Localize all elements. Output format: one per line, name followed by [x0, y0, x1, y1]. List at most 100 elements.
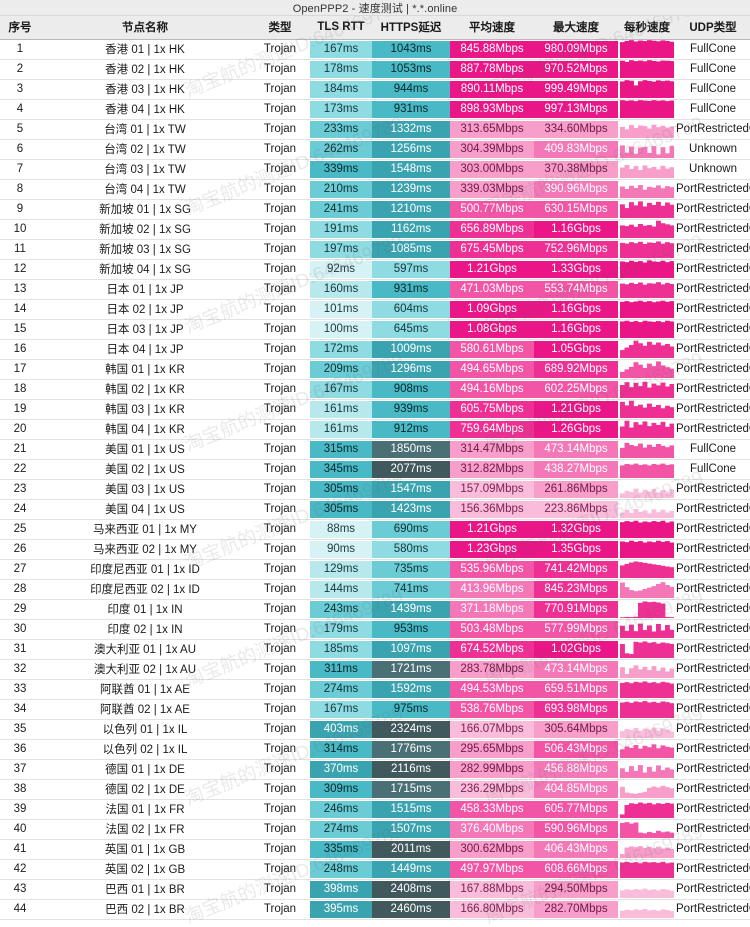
cell-tls-rtt: 178ms	[310, 59, 372, 80]
table-row[interactable]: 9 新加坡 01 | 1x SG Trojan 241ms 1210ms 500.77Mb…	[0, 199, 750, 220]
table-row[interactable]: 25 马来西亚 01 | 1x MY Trojan 88ms 690ms 1.21Gbps…	[0, 519, 750, 540]
cell-node-name: 法国 01 | 1x FR	[40, 799, 250, 820]
cell-avg-speed: 845.88Mbps	[450, 39, 534, 60]
table-row[interactable]: 35 以色列 01 | 1x IL Trojan 403ms 2324ms 166.07M…	[0, 719, 750, 740]
column-header-avg[interactable]: 平均速度	[450, 16, 534, 40]
table-row[interactable]: 41 英国 01 | 1x GB Trojan 335ms 2011ms 300.62Mb…	[0, 839, 750, 860]
column-header-rtt[interactable]: TLS RTT	[310, 16, 372, 40]
cell-udp-type: PortRestrictedCone	[676, 299, 750, 320]
table-row[interactable]: 10 新加坡 02 | 1x SG Trojan 191ms 1162ms 656.89M…	[0, 219, 750, 240]
column-header-max[interactable]: 最大速度	[534, 16, 618, 40]
table-row[interactable]: 33 阿联酋 01 | 1x AE Trojan 274ms 1592ms 494.53M…	[0, 679, 750, 700]
avg-speed-value: 759.64Mbps	[450, 420, 534, 438]
table-row[interactable]: 14 日本 02 | 1x JP Trojan 101ms 604ms 1.09Gbps 1…	[0, 299, 750, 320]
cell-protocol-type: Trojan	[250, 879, 310, 900]
cell-node-name: 新加坡 01 | 1x SG	[40, 199, 250, 220]
cell-avg-speed: 471.03Mbps	[450, 279, 534, 300]
tls-rtt-value: 185ms	[310, 640, 372, 658]
cell-index: 13	[0, 279, 40, 300]
table-row[interactable]: 28 印度尼西亚 02 | 1x ID Trojan 144ms 741ms 413.96…	[0, 579, 750, 600]
cell-index: 28	[0, 579, 40, 600]
table-row[interactable]: 20 韩国 04 | 1x KR Trojan 161ms 912ms 759.64Mbp…	[0, 419, 750, 440]
avg-speed-value: 503.48Mbps	[450, 620, 534, 638]
cell-udp-type: PortRestrictedCone	[676, 799, 750, 820]
table-row[interactable]: 24 美国 04 | 1x US Trojan 305ms 1423ms 156.36Mb…	[0, 499, 750, 520]
table-row[interactable]: 26 马来西亚 02 | 1x MY Trojan 90ms 580ms 1.23Gbps…	[0, 539, 750, 560]
table-row[interactable]: 39 法国 01 | 1x FR Trojan 246ms 1515ms 458.33Mb…	[0, 799, 750, 820]
table-row[interactable]: 6 台湾 02 | 1x TW Trojan 262ms 1256ms 304.39Mbp…	[0, 139, 750, 160]
max-speed-value: 608.66Mbps	[534, 860, 618, 878]
table-row[interactable]: 42 英国 02 | 1x GB Trojan 248ms 1449ms 497.97Mb…	[0, 859, 750, 880]
table-row[interactable]: 17 韩国 01 | 1x KR Trojan 209ms 1296ms 494.65Mb…	[0, 359, 750, 380]
table-row[interactable]: 43 巴西 01 | 1x BR Trojan 398ms 2408ms 167.88Mb…	[0, 879, 750, 900]
table-row[interactable]: 8 台湾 04 | 1x TW Trojan 210ms 1239ms 339.03Mbp…	[0, 179, 750, 200]
cell-max-speed: 438.27Mbps	[534, 459, 618, 480]
table-row[interactable]: 18 韩国 02 | 1x KR Trojan 167ms 908ms 494.16Mbp…	[0, 379, 750, 400]
table-row[interactable]: 37 德国 01 | 1x DE Trojan 370ms 2116ms 282.99Mb…	[0, 759, 750, 780]
sparkline-chart	[620, 240, 674, 258]
cell-https-latency: 1439ms	[372, 599, 450, 620]
avg-speed-value: 580.61Mbps	[450, 340, 534, 358]
table-row[interactable]: 16 日本 04 | 1x JP Trojan 172ms 1009ms 580.61Mb…	[0, 339, 750, 360]
table-row[interactable]: 3 香港 03 | 1x HK Trojan 184ms 944ms 890.11Mbps…	[0, 79, 750, 100]
table-row[interactable]: 29 印度 01 | 1x IN Trojan 243ms 1439ms 371.18Mb…	[0, 599, 750, 620]
cell-protocol-type: Trojan	[250, 339, 310, 360]
cell-max-speed: 404.85Mbps	[534, 779, 618, 800]
table-row[interactable]: 19 韩国 03 | 1x KR Trojan 161ms 939ms 605.75Mbp…	[0, 399, 750, 420]
table-row[interactable]: 4 香港 04 | 1x HK Trojan 173ms 931ms 898.93Mbps…	[0, 99, 750, 120]
cell-per-second-sparkline	[618, 119, 676, 140]
table-row[interactable]: 21 美国 01 | 1x US Trojan 315ms 1850ms 314.47Mb…	[0, 439, 750, 460]
cell-protocol-type: Trojan	[250, 859, 310, 880]
table-row[interactable]: 36 以色列 02 | 1x IL Trojan 314ms 1776ms 295.65M…	[0, 739, 750, 760]
table-row[interactable]: 30 印度 02 | 1x IN Trojan 179ms 953ms 503.48Mbp…	[0, 619, 750, 640]
cell-tls-rtt: 403ms	[310, 719, 372, 740]
avg-speed-value: 887.78Mbps	[450, 60, 534, 78]
max-speed-value: 1.21Gbps	[534, 400, 618, 418]
table-row[interactable]: 13 日本 01 | 1x JP Trojan 160ms 931ms 471.03Mbp…	[0, 279, 750, 300]
table-row[interactable]: 1 香港 01 | 1x HK Trojan 167ms 1043ms 845.88Mbp…	[0, 39, 750, 60]
cell-per-second-sparkline	[618, 579, 676, 600]
table-row[interactable]: 32 澳大利亚 02 | 1x AU Trojan 311ms 1721ms 283.78…	[0, 659, 750, 680]
column-header-http[interactable]: HTTPS延迟	[372, 16, 450, 40]
column-header-type[interactable]: 类型	[250, 16, 310, 40]
column-header-idx[interactable]: 序号	[0, 16, 40, 40]
column-header-name[interactable]: 节点名称	[40, 16, 250, 40]
cell-node-name: 台湾 03 | 1x TW	[40, 159, 250, 180]
table-row[interactable]: 31 澳大利亚 01 | 1x AU Trojan 185ms 1097ms 674.52…	[0, 639, 750, 660]
cell-https-latency: 1210ms	[372, 199, 450, 220]
column-header-udp[interactable]: UDP类型	[676, 16, 750, 40]
column-header-spark[interactable]: 每秒速度	[618, 16, 676, 40]
table-row[interactable]: 12 新加坡 04 | 1x SG Trojan 92ms 597ms 1.21Gbps 1…	[0, 259, 750, 280]
table-row[interactable]: 5 台湾 01 | 1x TW Trojan 233ms 1332ms 313.65Mbp…	[0, 119, 750, 140]
cell-index: 26	[0, 539, 40, 560]
cell-node-name: 巴西 01 | 1x BR	[40, 879, 250, 900]
https-latency-value: 1332ms	[372, 120, 450, 138]
table-row[interactable]: 2 香港 02 | 1x HK Trojan 178ms 1053ms 887.78Mbp…	[0, 59, 750, 80]
table-row[interactable]: 15 日本 03 | 1x JP Trojan 100ms 645ms 1.08Gbps 1…	[0, 319, 750, 340]
table-row[interactable]: 27 印度尼西亚 01 | 1x ID Trojan 129ms 735ms 535.96…	[0, 559, 750, 580]
cell-tls-rtt: 335ms	[310, 839, 372, 860]
table-row[interactable]: 22 美国 02 | 1x US Trojan 345ms 2077ms 312.82Mb…	[0, 459, 750, 480]
cell-udp-type: PortRestrictedCone	[676, 639, 750, 660]
tls-rtt-value: 314ms	[310, 740, 372, 758]
cell-max-speed: 334.60Mbps	[534, 119, 618, 140]
table-row[interactable]: 40 法国 02 | 1x FR Trojan 274ms 1507ms 376.40Mb…	[0, 819, 750, 840]
table-row[interactable]: 7 台湾 03 | 1x TW Trojan 339ms 1548ms 303.00Mbp…	[0, 159, 750, 180]
cell-https-latency: 939ms	[372, 399, 450, 420]
table-row[interactable]: 38 德国 02 | 1x DE Trojan 309ms 1715ms 236.29Mb…	[0, 779, 750, 800]
sparkline-chart	[620, 720, 674, 738]
table-row[interactable]: 34 阿联酋 02 | 1x AE Trojan 167ms 975ms 538.76Mb…	[0, 699, 750, 720]
cell-https-latency: 1423ms	[372, 499, 450, 520]
table-row[interactable]: 23 美国 03 | 1x US Trojan 305ms 1547ms 157.09Mb…	[0, 479, 750, 500]
table-row[interactable]: 44 巴西 02 | 1x BR Trojan 395ms 2460ms 166.80Mb…	[0, 899, 750, 920]
cell-index: 6	[0, 139, 40, 160]
cell-protocol-type: Trojan	[250, 599, 310, 620]
cell-tls-rtt: 311ms	[310, 659, 372, 680]
cell-tls-rtt: 248ms	[310, 859, 372, 880]
cell-https-latency: 741ms	[372, 579, 450, 600]
cell-tls-rtt: 262ms	[310, 139, 372, 160]
cell-protocol-type: Trojan	[250, 299, 310, 320]
cell-protocol-type: Trojan	[250, 139, 310, 160]
cell-avg-speed: 413.96Mbps	[450, 579, 534, 600]
table-row[interactable]: 11 新加坡 03 | 1x SG Trojan 197ms 1085ms 675.45M…	[0, 239, 750, 260]
